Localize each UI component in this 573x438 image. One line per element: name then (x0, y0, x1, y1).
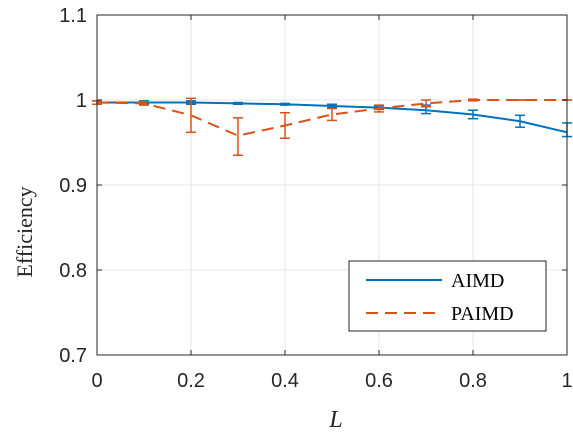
x-tick-label: 1 (561, 370, 572, 392)
error-bar-paimd (280, 112, 290, 139)
error-bar-paimd (374, 104, 384, 113)
error-bar-paimd (468, 98, 478, 102)
error-bar-paimd (327, 107, 337, 122)
y-tick-label: 1.1 (59, 5, 87, 27)
x-tick-label: 0.6 (365, 370, 393, 392)
error-bar-paimd (233, 117, 243, 156)
x-axis-label: L (328, 407, 342, 433)
legend-box (348, 260, 547, 332)
y-tick-label: 0.8 (59, 260, 87, 282)
y-tick-label: 1 (76, 90, 87, 112)
series-line-paimd (96, 99, 567, 137)
error-bar-aimd (468, 109, 478, 120)
y-tick-label: 0.9 (59, 175, 87, 197)
grid (97, 15, 567, 355)
y-axis-label: Efficiency (12, 186, 37, 277)
y-tick-label: 0.7 (59, 345, 87, 367)
error-bar-aimd (515, 114, 525, 128)
legend: AIMD PAIMD (348, 260, 547, 332)
error-bar-aimd (233, 101, 243, 105)
error-bar-paimd (139, 100, 149, 106)
x-tick-label: 0.2 (177, 370, 205, 392)
error-bar-aimd (280, 102, 290, 106)
tick-labels: 0 0.2 0.4 0.6 0.8 1 0.7 0.8 0.9 1 1.1 (59, 5, 572, 392)
x-tick-label: 0.4 (271, 370, 299, 392)
legend-label-paimd: PAIMD (451, 303, 514, 325)
x-tick-label: 0 (91, 370, 102, 392)
legend-label-aimd: AIMD (451, 270, 504, 292)
error-bar-aimd (327, 103, 337, 109)
error-bar-paimd (421, 99, 431, 108)
error-bar-paimd (186, 97, 196, 134)
axes (96, 14, 568, 356)
x-tick-label: 0.8 (459, 370, 487, 392)
